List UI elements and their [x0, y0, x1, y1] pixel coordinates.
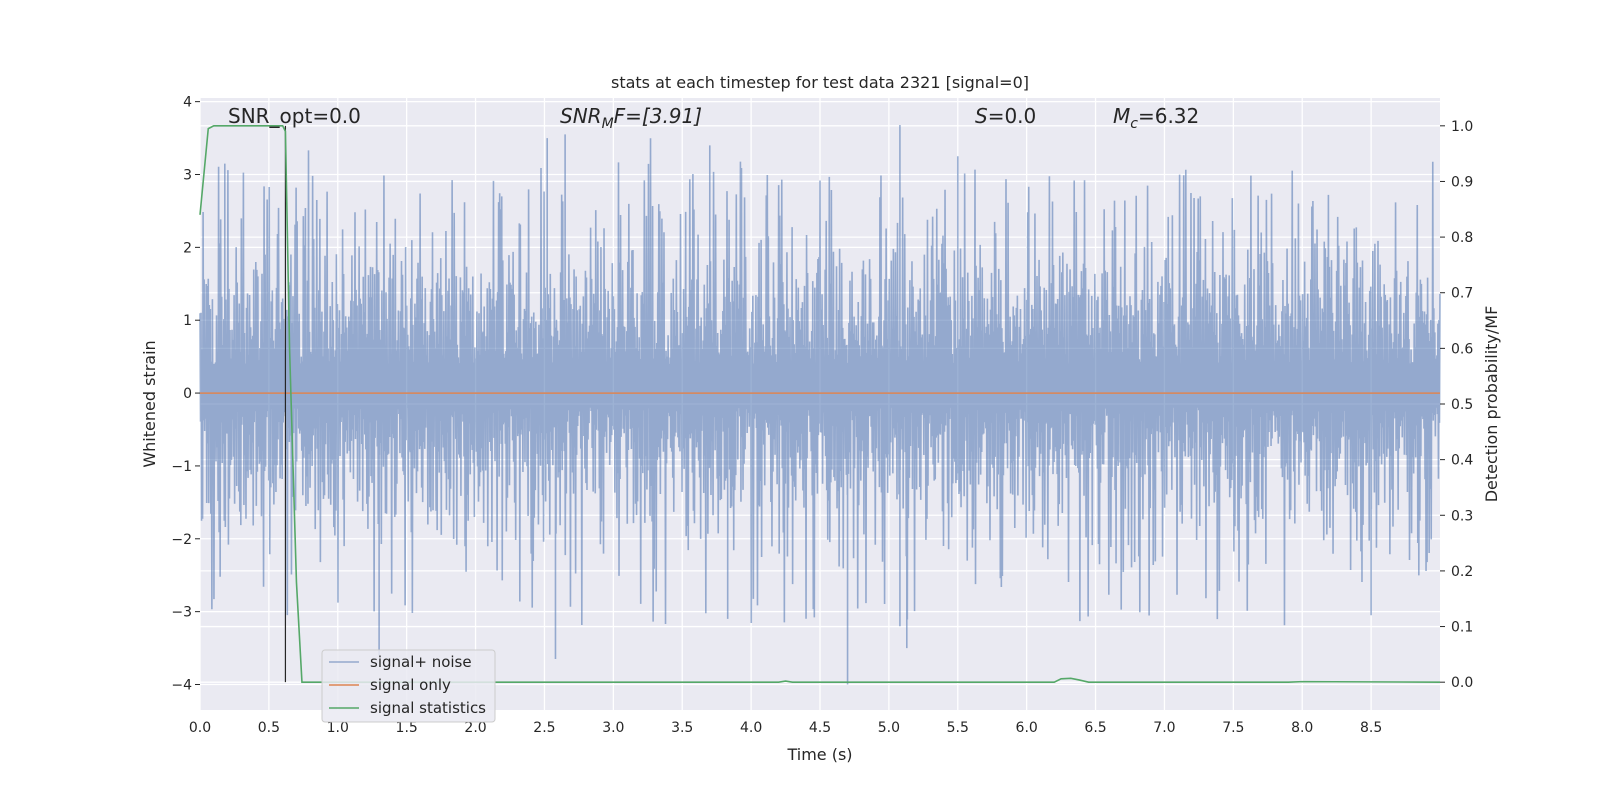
annotation-snr-mf: SNRMF=[3.91]: [560, 104, 702, 132]
annotation-s-base: S: [975, 104, 988, 128]
y-tick-label-right: 0.8: [1451, 230, 1473, 246]
x-tick-label: 5.5: [947, 720, 969, 736]
annotation-snr-opt: SNR_opt=0.0: [228, 104, 361, 128]
y-tick-label-right: 0.9: [1451, 174, 1473, 190]
line-signal-noise: [199, 124, 1441, 685]
y-tick-label-right: 0.0: [1451, 675, 1473, 691]
legend-label-signal-noise: signal+ noise: [370, 653, 472, 671]
tick-labels: 0.0 0.5 1.0 1.5 2.0 2.5 3.0 3.5 4.0 4.5 5.0 5.5 6.0 6…: [171, 95, 1473, 736]
y-tick-label-left: 0: [183, 386, 192, 402]
annotation-mc-sub: c: [1130, 116, 1138, 132]
x-tick-label: 4.0: [740, 720, 762, 736]
x-tick-label: 8.5: [1360, 720, 1382, 736]
y-tick-label-right: 0.5: [1451, 397, 1473, 413]
y-tick-label-right: 0.4: [1451, 453, 1473, 469]
x-tick-label: 6.0: [1016, 720, 1038, 736]
annotation-snr-mf-rest: F=[3.91]: [614, 104, 702, 128]
legend-box: [321, 649, 496, 723]
y-tick-label-right: 0.1: [1451, 620, 1473, 636]
series-signal-noise: [199, 124, 1441, 685]
x-tick-label: 8.0: [1291, 720, 1313, 736]
annotation-mc: Mc=6.32: [1113, 104, 1199, 132]
x-tick-label: 3.0: [602, 720, 624, 736]
x-tick-label: 1.0: [327, 720, 349, 736]
x-tick-label: 7.5: [1222, 720, 1244, 736]
annotation-s: S=0.0: [975, 104, 1036, 128]
annotation-snr-mf-sub: M: [602, 116, 614, 132]
x-tick-label: 4.5: [809, 720, 831, 736]
y-tick-label-left: 2: [183, 240, 192, 256]
x-tick-label: 0.0: [189, 720, 211, 736]
annotation-s-rest: =0.0: [988, 104, 1037, 128]
x-tick-label: 5.0: [878, 720, 900, 736]
y-axis-label-left: Whitened strain: [140, 340, 159, 467]
x-axis-label: Time (s): [786, 745, 852, 764]
legend-label-signal-statistics: signal statistics: [370, 699, 486, 717]
y-tick-label-left: −2: [171, 532, 192, 548]
x-tick-label: 6.5: [1084, 720, 1106, 736]
annotation-mc-rest: =6.32: [1138, 104, 1199, 128]
y-tick-label-right: 0.6: [1451, 341, 1473, 357]
x-tick-label: 0.5: [258, 720, 280, 736]
x-tick-label: 2.5: [533, 720, 555, 736]
y-tick-label-left: −3: [171, 605, 192, 621]
legend-label-signal-only: signal only: [370, 676, 451, 694]
y-tick-label-left: 3: [183, 168, 192, 184]
x-tick-label: 7.0: [1153, 720, 1175, 736]
y-tick-label-left: −1: [171, 459, 192, 475]
y-tick-label-left: −4: [171, 678, 192, 694]
y-tick-label-right: 1.0: [1451, 119, 1473, 135]
x-tick-label: 1.5: [396, 720, 418, 736]
y-axis-label-right: Detection probability/MF: [1482, 306, 1501, 503]
y-tick-label-left: 1: [183, 313, 192, 329]
legend: signal+ noise signal only signal statist…: [321, 649, 496, 723]
y-tick-label-right: 0.7: [1451, 286, 1473, 302]
chart-title: stats at each timestep for test data 232…: [611, 73, 1029, 92]
y-tick-label-right: 0.2: [1451, 564, 1473, 580]
x-tick-label: 2.0: [464, 720, 486, 736]
annotation-mc-base: M: [1113, 104, 1130, 128]
y-tick-label-right: 0.3: [1451, 508, 1473, 524]
x-tick-label: 3.5: [671, 720, 693, 736]
y-tick-label-left: 4: [183, 95, 192, 111]
annotation-snr-mf-base: SNR: [560, 104, 602, 128]
